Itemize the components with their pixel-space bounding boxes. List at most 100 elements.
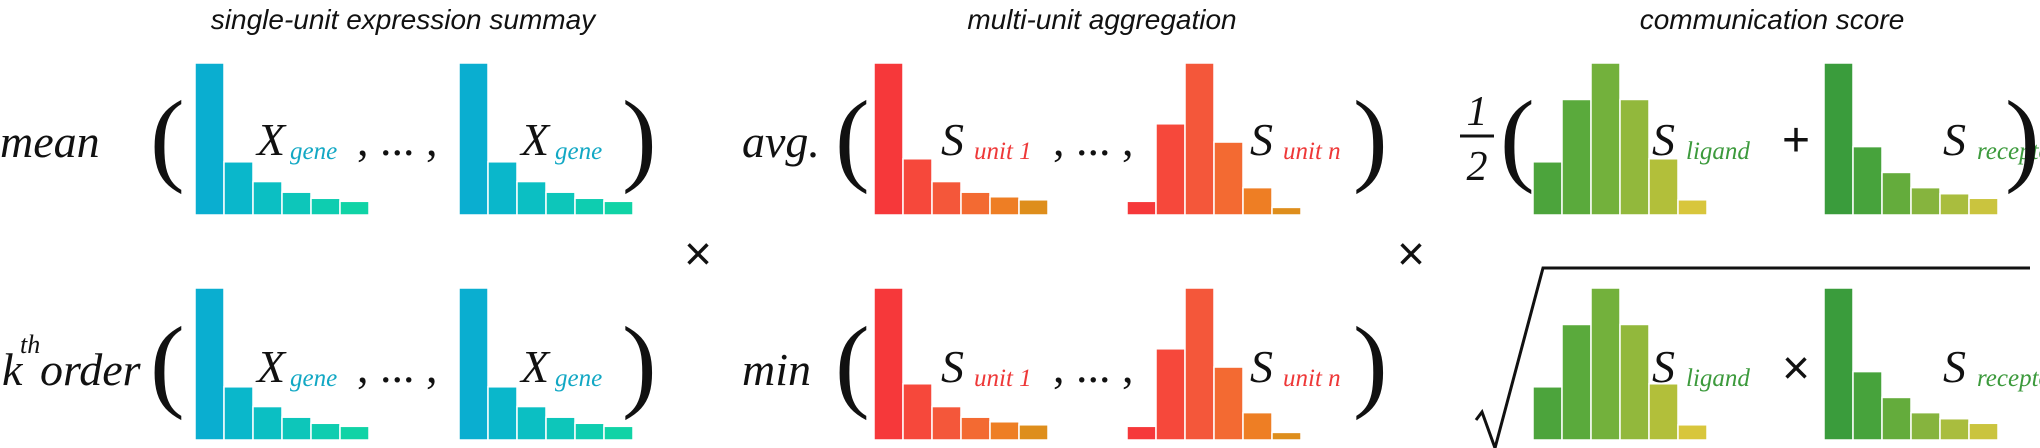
summary-histogram-1-bar-6: [339, 200, 370, 216]
agg-ellipsis-1: , ... ,: [1053, 114, 1134, 165]
score-title: communication score: [1640, 4, 1905, 35]
score-close-paren: ): [2005, 80, 2040, 195]
agg-sub-unit1-1: unit 1: [974, 138, 1032, 165]
summary-histogram-3-bar-5: [310, 422, 341, 441]
summary-ellipsis-1: , ... ,: [357, 114, 438, 165]
ligand-histogram-1-bar-4: [1619, 98, 1650, 216]
summary-histogram-4-bar-3: [516, 405, 547, 441]
receptor-histogram-1: [1823, 62, 1999, 216]
ligand-histogram-1-bar-1: [1532, 161, 1563, 216]
summary-histogram-4-bar-5: [574, 422, 605, 441]
summary-var-x-4: X: [519, 341, 551, 392]
score-var-s-receptor-1: S: [1943, 114, 1966, 165]
summary-close-paren-2: ): [622, 306, 657, 421]
agg-histogram-first-1-bar-4: [960, 191, 991, 216]
agg-histogram-last-1-bar-6: [1271, 206, 1302, 216]
receptor-histogram-1-bar-4: [1910, 186, 1941, 216]
summary-histogram-2: [458, 62, 634, 216]
summary-sub-gene-3: gene: [290, 365, 337, 392]
agg-histogram-last-2-bar-4: [1213, 366, 1244, 441]
summary-histogram-2-bar-6: [603, 200, 634, 216]
agg-open-paren: (: [835, 80, 870, 195]
agg-var-s-3: S: [941, 341, 964, 392]
summary-open-paren: (: [150, 80, 185, 195]
receptor-histogram-2-bar-6: [1968, 422, 1999, 441]
receptor-histogram-1-bar-2: [1852, 145, 1883, 216]
times-operator-score: ×: [1782, 342, 1810, 395]
summary-func-mean: mean: [0, 116, 100, 167]
summary-var-x-3: X: [255, 341, 287, 392]
agg-var-s-2: S: [1250, 114, 1273, 165]
times-operator-right: ×: [1397, 228, 1425, 281]
summary-histogram-2-bar-3: [516, 180, 547, 216]
summary-histogram-2-bar-5: [574, 197, 605, 216]
agg-open-paren-2: (: [835, 306, 870, 421]
summary-histogram-1-bar-1: [194, 62, 225, 216]
agg-sub-unitn-2: unit n: [1283, 365, 1341, 392]
agg-histogram-last-1-bar-2: [1155, 123, 1186, 216]
ligand-histogram-2-bar-1: [1532, 386, 1563, 441]
ligand-histogram-1: [1532, 62, 1708, 216]
receptor-histogram-1-bar-1: [1823, 62, 1854, 216]
ligand-histogram-2-bar-5: [1648, 383, 1679, 441]
ligand-histogram-1-bar-2: [1561, 98, 1592, 216]
agg-ellipsis-2: , ... ,: [1053, 341, 1134, 392]
summary-func-sup: th: [20, 330, 40, 359]
agg-histogram-first-2: [873, 287, 1049, 441]
summary-histogram-2-bar-1: [458, 62, 489, 216]
summary-histogram-3-bar-3: [252, 405, 283, 441]
agg-histogram-first-1-bar-6: [1018, 199, 1049, 216]
summary-histogram-3-bar-6: [339, 425, 370, 441]
summary-histogram-3-bar-1: [194, 287, 225, 441]
agg-close-paren-2: ): [1353, 306, 1388, 421]
summary-histogram-4-bar-6: [603, 425, 634, 441]
ligand-histogram-1-bar-5: [1648, 158, 1679, 216]
ligand-histogram-1-bar-6: [1677, 199, 1708, 216]
summary-histogram-1-bar-3: [252, 180, 283, 216]
frac-denominator: 2: [1467, 144, 1488, 190]
summary-histogram-4-bar-2: [487, 386, 518, 441]
times-operator-left: ×: [684, 228, 712, 281]
agg-histogram-first-1: [873, 62, 1049, 216]
agg-var-s-4: S: [1250, 341, 1273, 392]
ligand-histogram-2-bar-3: [1590, 287, 1621, 441]
score-sub-ligand-1: ligand: [1686, 138, 1750, 165]
receptor-histogram-2-bar-5: [1939, 417, 1970, 441]
agg-func-min: min: [742, 344, 811, 395]
summary-histogram-4-bar-1: [458, 287, 489, 441]
agg-histogram-last-1-bar-3: [1184, 62, 1215, 216]
agg-func-avg: avg.: [742, 116, 820, 167]
agg-histogram-last-2-bar-6: [1271, 431, 1302, 441]
agg-histogram-last-1-bar-4: [1213, 141, 1244, 216]
ligand-histogram-2-bar-6: [1677, 424, 1708, 441]
summary-histogram-4-bar-4: [545, 416, 576, 441]
agg-histogram-first-2-bar-4: [960, 416, 991, 441]
score-sub-receptor-1: receptor: [1977, 138, 2040, 165]
summary-histogram-1-bar-4: [281, 191, 312, 216]
agg-histogram-first-2-bar-1: [873, 287, 904, 441]
summary-histogram-1-bar-5: [310, 197, 341, 216]
aggregation-title: multi-unit aggregation: [967, 4, 1236, 35]
frac-numerator: 1: [1467, 89, 1488, 135]
agg-sub-unitn-1: unit n: [1283, 138, 1341, 165]
summary-var-x-2: X: [519, 114, 551, 165]
summary-histogram-1: [194, 62, 370, 216]
plus-operator: +: [1782, 114, 1810, 167]
agg-histogram-first-1-bar-2: [902, 158, 933, 216]
agg-histogram-last-1-bar-5: [1242, 186, 1273, 216]
receptor-histogram-1-bar-3: [1881, 171, 1912, 216]
agg-histogram-first-2-bar-5: [989, 421, 1020, 441]
receptor-histogram-2-bar-2: [1852, 370, 1883, 441]
score-open-paren: (: [1500, 80, 1535, 195]
summary-ellipsis-2: , ... ,: [357, 341, 438, 392]
agg-histogram-last-2-bar-3: [1184, 287, 1215, 441]
agg-histogram-first-2-bar-2: [902, 383, 933, 441]
agg-histogram-last-2-bar-2: [1155, 348, 1186, 441]
score-sub-receptor-2: receptor: [1977, 365, 2040, 392]
agg-histogram-first-1-bar-5: [989, 196, 1020, 216]
agg-histogram-first-1-bar-3: [931, 180, 962, 216]
agg-histogram-last-2-bar-5: [1242, 411, 1273, 441]
summary-histogram-3-bar-2: [223, 386, 254, 441]
summary-title: single-unit expression summay: [211, 4, 597, 35]
